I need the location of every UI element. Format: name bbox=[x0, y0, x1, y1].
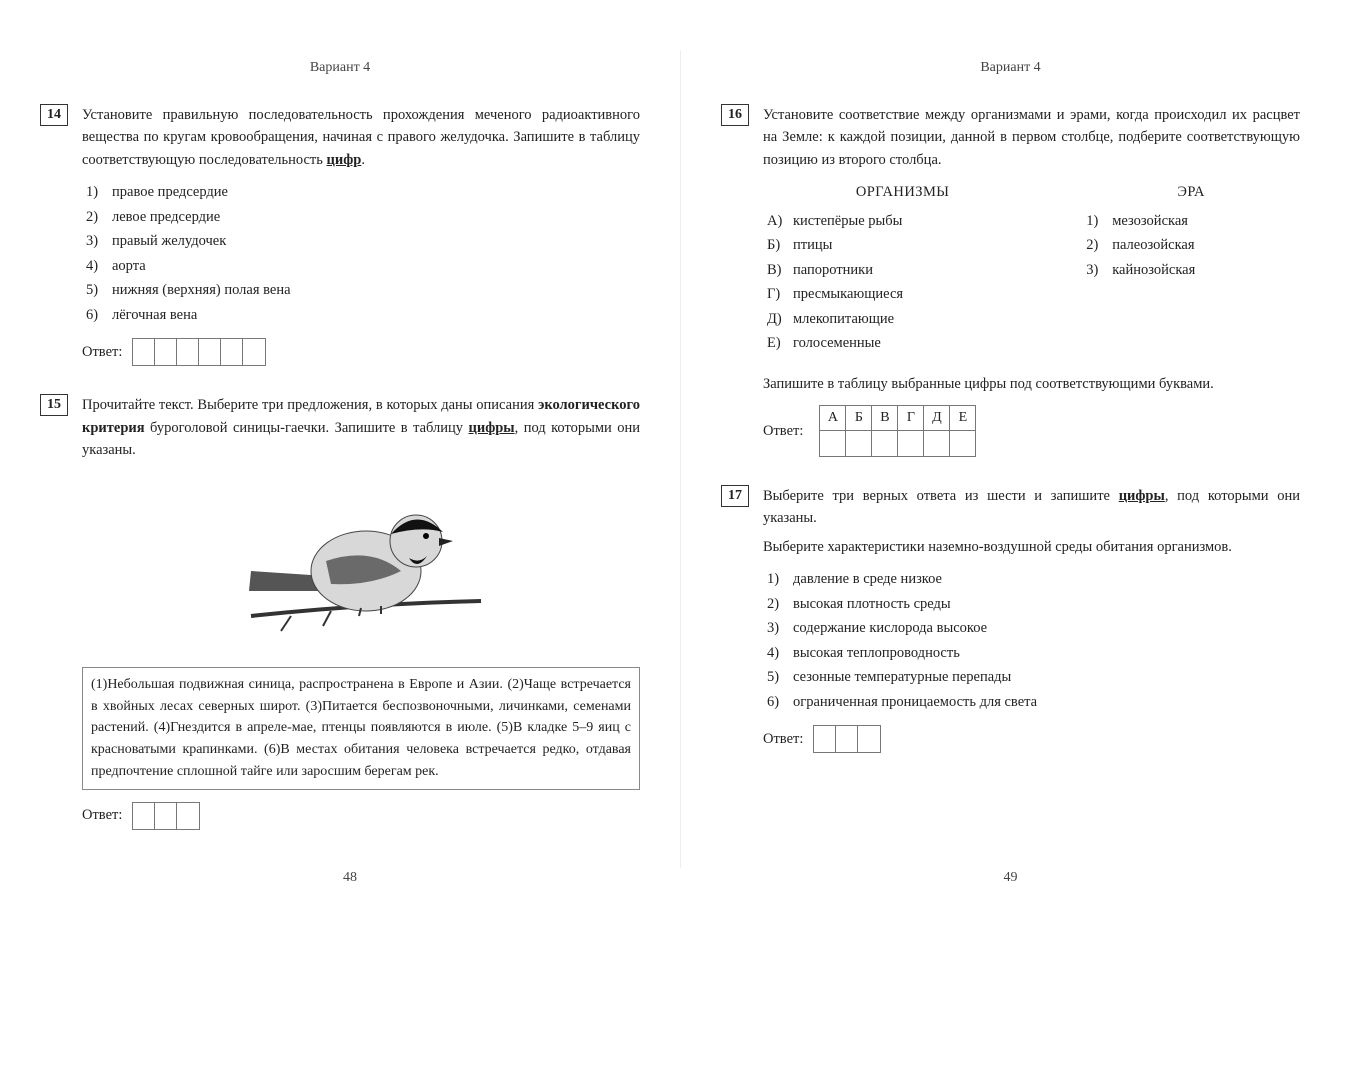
question-text: Выберите три верных ответа из шести и за… bbox=[763, 485, 1300, 530]
answer-row: Ответ: bbox=[82, 338, 640, 366]
answer-label: Ответ: bbox=[82, 804, 122, 826]
answer-label: Ответ: bbox=[82, 341, 122, 363]
col-head-b: ЭРА bbox=[1082, 181, 1300, 203]
match-col-b: ЭРА 1)мезозойская 2)палеозойская 3)кайно… bbox=[1042, 181, 1300, 366]
answer-row: Ответ: bbox=[763, 725, 1300, 753]
list-item: 6)ограниченная проницаемость для света bbox=[767, 691, 1300, 713]
answer-row: Ответ: АБВГДЕ bbox=[763, 405, 1300, 457]
question-body: Прочитайте текст. Выберите три предложен… bbox=[82, 394, 640, 829]
match-columns: ОРГАНИЗМЫ А)кистепёрые рыбы Б)птицы В)па… bbox=[763, 181, 1300, 366]
variant-header-right: Вариант 4 bbox=[721, 60, 1300, 76]
page-number-right: 49 bbox=[681, 870, 1340, 886]
bird-illustration bbox=[82, 476, 640, 653]
question-body: Установите соответствие между организмам… bbox=[763, 104, 1300, 457]
answer-cells[interactable] bbox=[132, 802, 200, 830]
question-text: Установите правильную последовательность… bbox=[82, 104, 640, 171]
list-item: Г)пресмыкающиеся bbox=[767, 283, 1042, 305]
question-14: 14 Установите правильную последовательно… bbox=[40, 104, 640, 366]
list-item: 4)высокая теплопроводность bbox=[767, 642, 1300, 664]
option-list: 1)правое предсердие 2)левое предсердие 3… bbox=[86, 181, 640, 326]
list-item: 3)содержание кислорода высокое bbox=[767, 617, 1300, 639]
list-item: 3)кайнозойская bbox=[1086, 259, 1300, 281]
question-text: Прочитайте текст. Выберите три предложен… bbox=[82, 394, 640, 461]
option-list: 1)давление в среде низкое 2)высокая плот… bbox=[767, 568, 1300, 713]
question-text: Установите соответствие между организмам… bbox=[763, 104, 1300, 171]
list-item: 1)правое предсердие bbox=[86, 181, 640, 203]
question-16: 16 Установите соответствие между организ… bbox=[721, 104, 1300, 457]
question-number: 17 bbox=[721, 485, 749, 507]
question-body: Установите правильную последовательность… bbox=[82, 104, 640, 366]
answer-cells[interactable] bbox=[132, 338, 266, 366]
list-item: 2)палеозойская bbox=[1086, 234, 1300, 256]
list-item: 3)правый желудочек bbox=[86, 230, 640, 252]
list-item: 1)мезозойская bbox=[1086, 210, 1300, 232]
list-item: В)папоротники bbox=[767, 259, 1042, 281]
match-col-a: ОРГАНИЗМЫ А)кистепёрые рыбы Б)птицы В)па… bbox=[763, 181, 1042, 366]
answer-table[interactable]: АБВГДЕ bbox=[819, 405, 976, 457]
list-item: 1)давление в среде низкое bbox=[767, 568, 1300, 590]
answer-label: Ответ: bbox=[763, 420, 803, 442]
answer-label: Ответ: bbox=[763, 728, 803, 750]
list-item: 4)аорта bbox=[86, 255, 640, 277]
list-item: Е)голосеменные bbox=[767, 332, 1042, 354]
variant-header-left: Вариант 4 bbox=[40, 60, 640, 76]
right-page: Вариант 4 16 Установите соответствие меж… bbox=[680, 50, 1340, 868]
list-item: Д)млекопитающие bbox=[767, 308, 1042, 330]
question-body: Выберите три верных ответа из шести и за… bbox=[763, 485, 1300, 753]
question-17: 17 Выберите три верных ответа из шести и… bbox=[721, 485, 1300, 753]
col-head-a: ОРГАНИЗМЫ bbox=[763, 181, 1042, 203]
question-subtext: Выберите характеристики наземно-воздушно… bbox=[763, 536, 1300, 558]
list-item: 5)нижняя (верхняя) полая вена bbox=[86, 279, 640, 301]
question-number: 14 bbox=[40, 104, 68, 126]
question-number: 15 bbox=[40, 394, 68, 416]
list-item: Б)птицы bbox=[767, 234, 1042, 256]
answer-cells[interactable] bbox=[813, 725, 881, 753]
match-note: Запишите в таблицу выбранные цифры под с… bbox=[763, 373, 1300, 395]
answer-row: Ответ: bbox=[82, 802, 640, 830]
list-item: 2)левое предсердие bbox=[86, 206, 640, 228]
left-page: Вариант 4 14 Установите правильную после… bbox=[20, 50, 680, 868]
list-item: 6)лёгочная вена bbox=[86, 304, 640, 326]
passage-box: (1)Небольшая подвижная синица, распростр… bbox=[82, 667, 640, 789]
bird-icon bbox=[231, 476, 491, 646]
list-item: 5)сезонные температурные перепады bbox=[767, 666, 1300, 688]
question-number: 16 bbox=[721, 104, 749, 126]
question-15: 15 Прочитайте текст. Выберите три предло… bbox=[40, 394, 640, 829]
list-item: 2)высокая плотность среды bbox=[767, 593, 1300, 615]
page-spread: Вариант 4 14 Установите правильную после… bbox=[0, 0, 1361, 888]
list-item: А)кистепёрые рыбы bbox=[767, 210, 1042, 232]
page-number-left: 48 bbox=[20, 870, 680, 886]
